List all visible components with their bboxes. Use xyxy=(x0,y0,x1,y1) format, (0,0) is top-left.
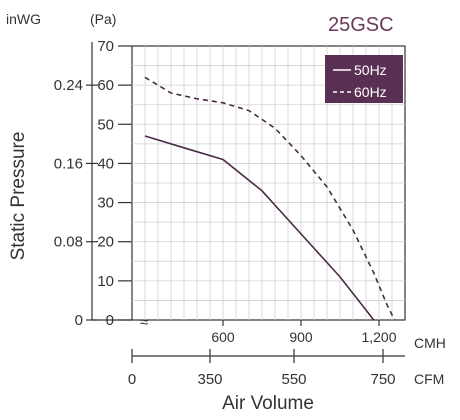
y-axis-title: Static Pressure xyxy=(8,132,29,261)
y-inwg-tick-label: 0.16 xyxy=(54,155,83,172)
y-pa-tick-label: 40 xyxy=(97,155,114,172)
y-pa-tick-label: 50 xyxy=(97,116,114,133)
x-top-unit: CMH xyxy=(414,335,446,351)
x-cmh-tick-label: 1,200 xyxy=(361,329,396,345)
x-bottom-unit: CFM xyxy=(414,371,444,387)
axis-break-symbol: ≈ xyxy=(140,314,148,331)
y-pa-tick-label: 10 xyxy=(97,273,114,290)
legend: 50Hz 60Hz xyxy=(325,55,403,103)
y-inwg-tick-label: 0.24 xyxy=(54,77,83,94)
y-right-unit: (Pa) xyxy=(90,11,116,27)
x-axis-title: Air Volume xyxy=(222,393,314,414)
y-inwg-tick-label: 0 xyxy=(75,312,83,329)
axis-layer: 01020304050607000.080.160.246009001,2000… xyxy=(54,38,405,388)
legend-box xyxy=(325,55,403,103)
x-cfm-tick-label: 750 xyxy=(370,371,395,388)
series-line-60hz xyxy=(144,76,396,321)
y-inwg-tick-label: 0.08 xyxy=(54,234,83,251)
legend-50hz-label: 50Hz xyxy=(354,62,387,78)
x-cfm-tick-label: 0 xyxy=(128,371,136,388)
y-pa-tick-label: 70 xyxy=(97,38,114,55)
legend-60hz-label: 60Hz xyxy=(354,84,387,100)
y-pa-tick-label: 60 xyxy=(97,77,114,94)
y-left-unit: inWG xyxy=(6,11,41,27)
y-pa-tick-label: 30 xyxy=(97,195,114,212)
series-layer xyxy=(144,76,396,321)
chart-title: 25GSC xyxy=(328,14,394,36)
x-cfm-tick-label: 550 xyxy=(281,371,306,388)
series-line-50hz xyxy=(144,135,375,321)
y-pa-tick-label: 20 xyxy=(97,234,114,251)
x-cmh-tick-label: 600 xyxy=(211,329,235,345)
x-cmh-tick-label: 900 xyxy=(289,329,313,345)
x-cfm-tick-label: 350 xyxy=(197,371,222,388)
